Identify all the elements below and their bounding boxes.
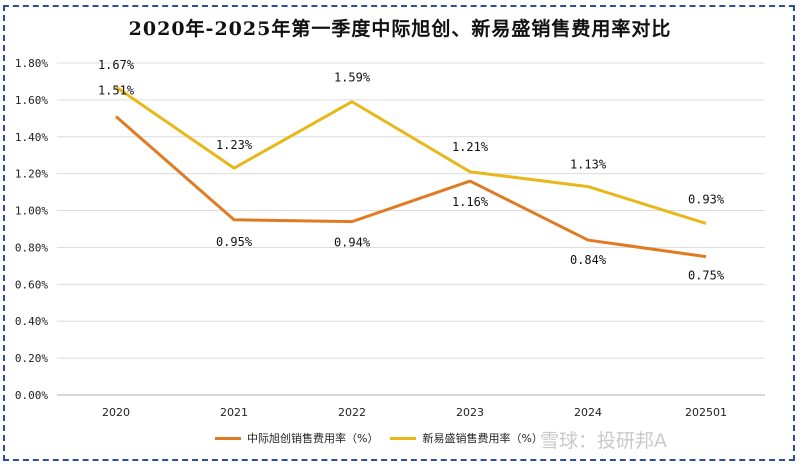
y-tick-label: 1.20% (15, 168, 48, 181)
y-tick-label: 1.80% (15, 57, 48, 70)
chart-frame (3, 5, 795, 461)
legend-swatch-yellow (390, 436, 417, 440)
x-tick-label: 2022 (338, 406, 366, 419)
legend-item-zhongji: 中际旭创销售费用率（%） (215, 430, 378, 446)
series-line (115, 115, 707, 259)
data-label: 0.75% (688, 269, 725, 283)
data-label: 0.93% (688, 192, 725, 206)
x-tick-label: 202501 (685, 406, 727, 419)
legend-swatch-orange (215, 436, 241, 440)
x-tick-label: 2021 (220, 406, 248, 419)
y-tick-label: 0.60% (15, 278, 48, 291)
legend-item-xinyisheng: 新易盛销售费用率（%） (390, 430, 543, 446)
chart-title: 2020年-2025年第一季度中际旭创、新易盛销售费用率对比 (128, 18, 672, 40)
watermark: 雪球：投研邦A (540, 430, 667, 452)
legend-label: 中际旭创销售费用率（%） (247, 432, 379, 445)
x-tick-label: 2023 (456, 406, 484, 419)
data-label: 1.16% (452, 195, 489, 209)
data-label: 1.21% (452, 140, 489, 154)
data-label: 0.95% (216, 235, 253, 249)
y-tick-label: 0.20% (15, 352, 48, 365)
data-label: 0.94% (334, 236, 371, 250)
data-label: 1.59% (334, 71, 371, 85)
data-label: 1.67% (98, 58, 135, 72)
x-tick-label: 2024 (574, 406, 602, 419)
y-tick-label: 0.00% (15, 389, 48, 402)
y-tick-label: 0.40% (15, 315, 48, 328)
chart-legend: 中际旭创销售费用率（%） 新易盛销售费用率（%） (215, 430, 555, 446)
legend-label: 新易盛销售费用率（%） (422, 432, 543, 445)
data-label: 1.13% (570, 158, 607, 172)
series-line (115, 85, 707, 225)
data-label: 1.51% (98, 83, 135, 97)
y-tick-label: 1.00% (15, 205, 48, 218)
y-tick-label: 0.80% (15, 241, 48, 254)
y-tick-label: 1.40% (15, 131, 48, 144)
data-label: 1.23% (216, 138, 253, 152)
data-label: 0.84% (570, 253, 607, 267)
x-tick-label: 2020 (102, 406, 130, 419)
y-tick-label: 1.60% (15, 94, 48, 107)
